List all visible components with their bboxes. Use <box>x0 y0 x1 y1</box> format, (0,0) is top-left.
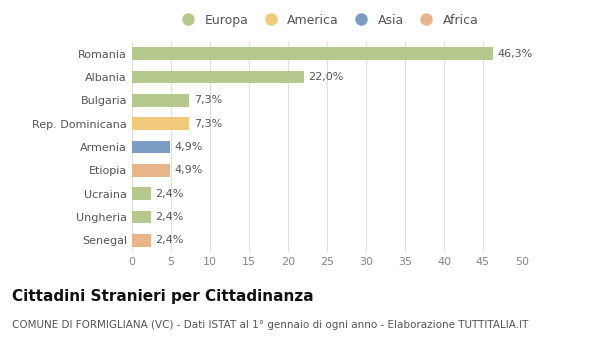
Bar <box>132 71 304 83</box>
Text: 7,3%: 7,3% <box>194 119 222 129</box>
Text: 2,4%: 2,4% <box>155 189 184 199</box>
Bar <box>132 117 189 130</box>
Bar <box>132 187 151 200</box>
Bar <box>132 234 151 247</box>
Bar <box>132 94 189 107</box>
Text: 46,3%: 46,3% <box>498 49 533 59</box>
Text: 2,4%: 2,4% <box>155 212 184 222</box>
Bar <box>132 211 151 223</box>
Bar <box>132 164 170 177</box>
Text: Cittadini Stranieri per Cittadinanza: Cittadini Stranieri per Cittadinanza <box>12 289 314 304</box>
Text: 7,3%: 7,3% <box>194 95 222 105</box>
Text: 2,4%: 2,4% <box>155 235 184 245</box>
Text: 22,0%: 22,0% <box>308 72 344 82</box>
Bar <box>132 47 493 60</box>
Text: COMUNE DI FORMIGLIANA (VC) - Dati ISTAT al 1° gennaio di ogni anno - Elaborazion: COMUNE DI FORMIGLIANA (VC) - Dati ISTAT … <box>12 320 529 330</box>
Bar <box>132 141 170 153</box>
Text: 4,9%: 4,9% <box>175 142 203 152</box>
Legend: Europa, America, Asia, Africa: Europa, America, Asia, Africa <box>170 8 484 32</box>
Text: 4,9%: 4,9% <box>175 165 203 175</box>
